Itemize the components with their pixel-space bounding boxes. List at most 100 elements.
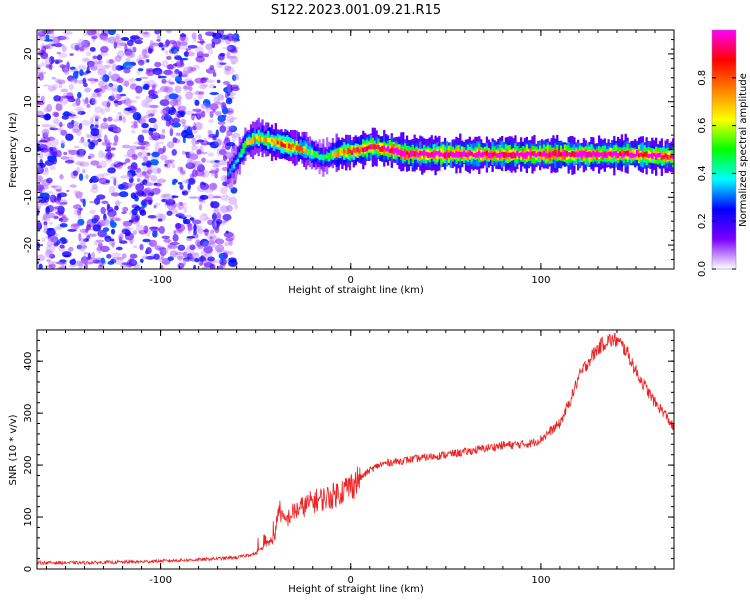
spectrogram-cell	[203, 182, 207, 189]
spectrogram-cell	[128, 176, 134, 184]
spectrogram-ridge-cell	[457, 151, 460, 158]
spectrogram-cell	[187, 45, 198, 49]
spectrogram-cell	[37, 185, 46, 194]
spectrogram-cell	[73, 78, 78, 82]
spectrogram-cell	[65, 133, 74, 141]
colorbar-ticks: 0.0 0.2 0.4 0.6 0.8	[697, 70, 736, 277]
spectrogram-cell	[170, 72, 179, 79]
spectrogram-cell	[199, 151, 208, 155]
spectrogram-cell	[53, 242, 59, 247]
spectrogram-cell	[118, 191, 129, 198]
spectrogram-cell	[148, 127, 157, 132]
spectrogram-cell	[199, 214, 209, 222]
spectrogram-cell	[110, 217, 120, 222]
spectrogram-ridge-cell	[630, 152, 633, 159]
spectrogram-cell	[212, 135, 217, 141]
spectrogram-cell	[217, 266, 225, 269]
spectrogram-cell	[171, 112, 180, 115]
spectrogram-cell	[72, 128, 79, 134]
spectrogram-cell	[126, 39, 134, 47]
spectrogram-cell	[165, 197, 175, 204]
spectrogram-cell	[92, 97, 98, 105]
spectrogram-cell	[61, 251, 72, 258]
spectrogram-cell	[208, 183, 217, 191]
spectrogram-ridge-cell	[379, 146, 382, 153]
spectrogram-cell	[182, 66, 192, 75]
spectrogram-cell	[185, 49, 189, 58]
spectrogram-cell	[41, 123, 51, 128]
spectrogram-cell	[75, 128, 82, 137]
spectrogram-cell	[216, 164, 222, 167]
spectrogram-cell	[221, 36, 225, 43]
spectrogram-ridge-cell	[396, 148, 399, 155]
spectrogram-ridge-cell	[542, 151, 546, 157]
colorbar-frame	[711, 29, 737, 270]
spectrogram-cell	[204, 189, 214, 193]
spectrogram-cell	[216, 79, 221, 84]
spectrogram-cell	[206, 79, 215, 83]
spectrogram-cell	[222, 81, 230, 85]
spectrogram-ridge-cell	[518, 153, 521, 159]
spectrogram-cell	[178, 35, 189, 44]
spectrogram-cell	[222, 213, 232, 221]
spectrogram-cell	[160, 154, 168, 161]
spectrogram-ridge-cell	[257, 136, 260, 142]
spectrogram-ridge-cell	[411, 150, 414, 157]
spectrogram-cell	[126, 172, 133, 180]
spectrogram-cell	[83, 82, 88, 88]
spectrogram-cell	[195, 140, 200, 145]
spectrogram-cell	[115, 217, 122, 222]
spectrogram-cell	[113, 100, 119, 104]
spectrogram-cell	[217, 159, 228, 166]
spectrogram-cell	[45, 248, 53, 256]
spectrogram-cell	[53, 195, 58, 203]
spectrogram-cell	[99, 245, 110, 253]
spectrogram-cell	[112, 211, 118, 216]
spectrogram-ridge-cell	[436, 151, 439, 155]
spectrogram-cell	[156, 178, 167, 184]
spectrogram-cell	[193, 122, 197, 131]
spectrogram-ridge-cell	[596, 151, 599, 157]
spectrogram-ridge-cell	[227, 171, 230, 177]
spectrogram-ridge-cell	[527, 151, 530, 156]
spectrogram-cell	[219, 125, 226, 133]
spectrogram-cell	[159, 85, 169, 93]
spectrogram-cell	[196, 149, 202, 155]
spectrogram-ridge-cell	[365, 146, 369, 151]
spectrogram-cell	[177, 244, 186, 251]
spectrogram-cell	[116, 77, 124, 84]
spectrogram-ridge-cell	[481, 151, 485, 157]
spectrogram-cell	[146, 152, 151, 156]
spectrogram-ridge-cell	[287, 143, 291, 149]
spectrogram-cell	[110, 147, 116, 151]
spectrogram-cell	[59, 121, 63, 128]
spectrogram-cell	[46, 240, 52, 248]
spectrogram-cell	[198, 33, 203, 41]
spectrogram-cell	[226, 87, 234, 91]
spectrogram-cell	[137, 152, 143, 156]
spectrogram-ridge-cell	[664, 153, 667, 158]
spectrogram-cell	[39, 199, 47, 204]
spectrogram-cell	[85, 87, 91, 93]
spectrogram-cell	[197, 228, 204, 234]
spectrogram-ridge-cell	[308, 150, 312, 154]
spectrogram-cell	[142, 31, 151, 38]
spectrogram-cell	[188, 177, 196, 185]
spectrogram-cell	[95, 239, 105, 243]
spectrogram-cell	[148, 239, 158, 248]
spectrogram-ridge-cell	[499, 152, 502, 158]
spectrogram-ridge-cell	[428, 152, 432, 158]
spectrogram-cell	[49, 147, 58, 156]
spectrogram-cell	[149, 39, 154, 46]
spectrogram-cell	[130, 192, 137, 199]
spectrogram-cell	[102, 74, 110, 83]
spectrogram-cell	[166, 64, 174, 70]
spectrogram-cell	[181, 213, 186, 218]
spectrogram-ridge-cell	[462, 150, 466, 157]
spectrogram-cell	[113, 129, 119, 132]
spectrogram-cell	[70, 43, 81, 51]
spectrogram-cell	[151, 187, 161, 195]
spectrogram-cell	[156, 39, 161, 42]
spectrogram-cell	[39, 202, 49, 206]
